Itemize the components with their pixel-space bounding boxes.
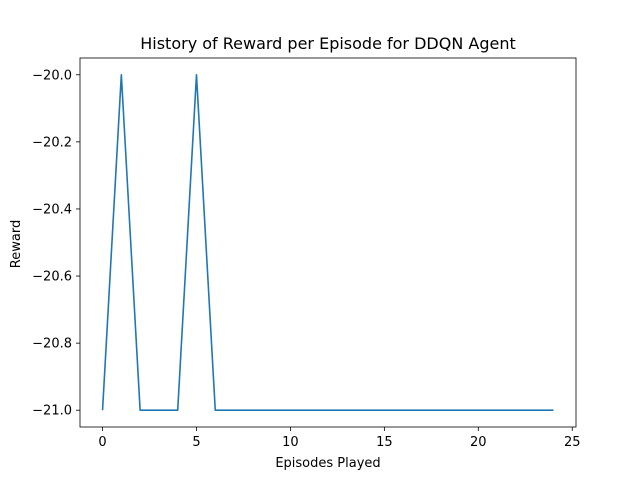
axes-frame [79,57,577,428]
y-tick-label: −20.8 [32,337,72,352]
chart-title: History of Reward per Episode for DDQN A… [140,34,516,53]
plot-area: 0 5 10 15 20 25 −20.0 −20.2 −20.4 −20.6 −20.8 −21.0 [32,57,581,450]
y-tick-label: −20.4 [32,202,72,217]
y-axis-label: Reward [9,220,24,268]
series-line-0 [101,73,554,412]
y-tick-label: −20.2 [32,135,72,150]
y-tick-label: −20.0 [32,68,72,83]
x-tick-label: 25 [564,435,581,450]
x-tick-label: 15 [376,435,393,450]
x-axis-label: Episodes Played [275,456,380,471]
x-tick-label: 10 [282,435,299,450]
y-tick-label: −21.0 [32,404,72,419]
x-tick-label: 0 [98,435,106,450]
x-tick-label: 20 [470,435,487,450]
x-tick-label: 5 [192,435,200,450]
y-tick-label: −20.6 [32,270,72,285]
